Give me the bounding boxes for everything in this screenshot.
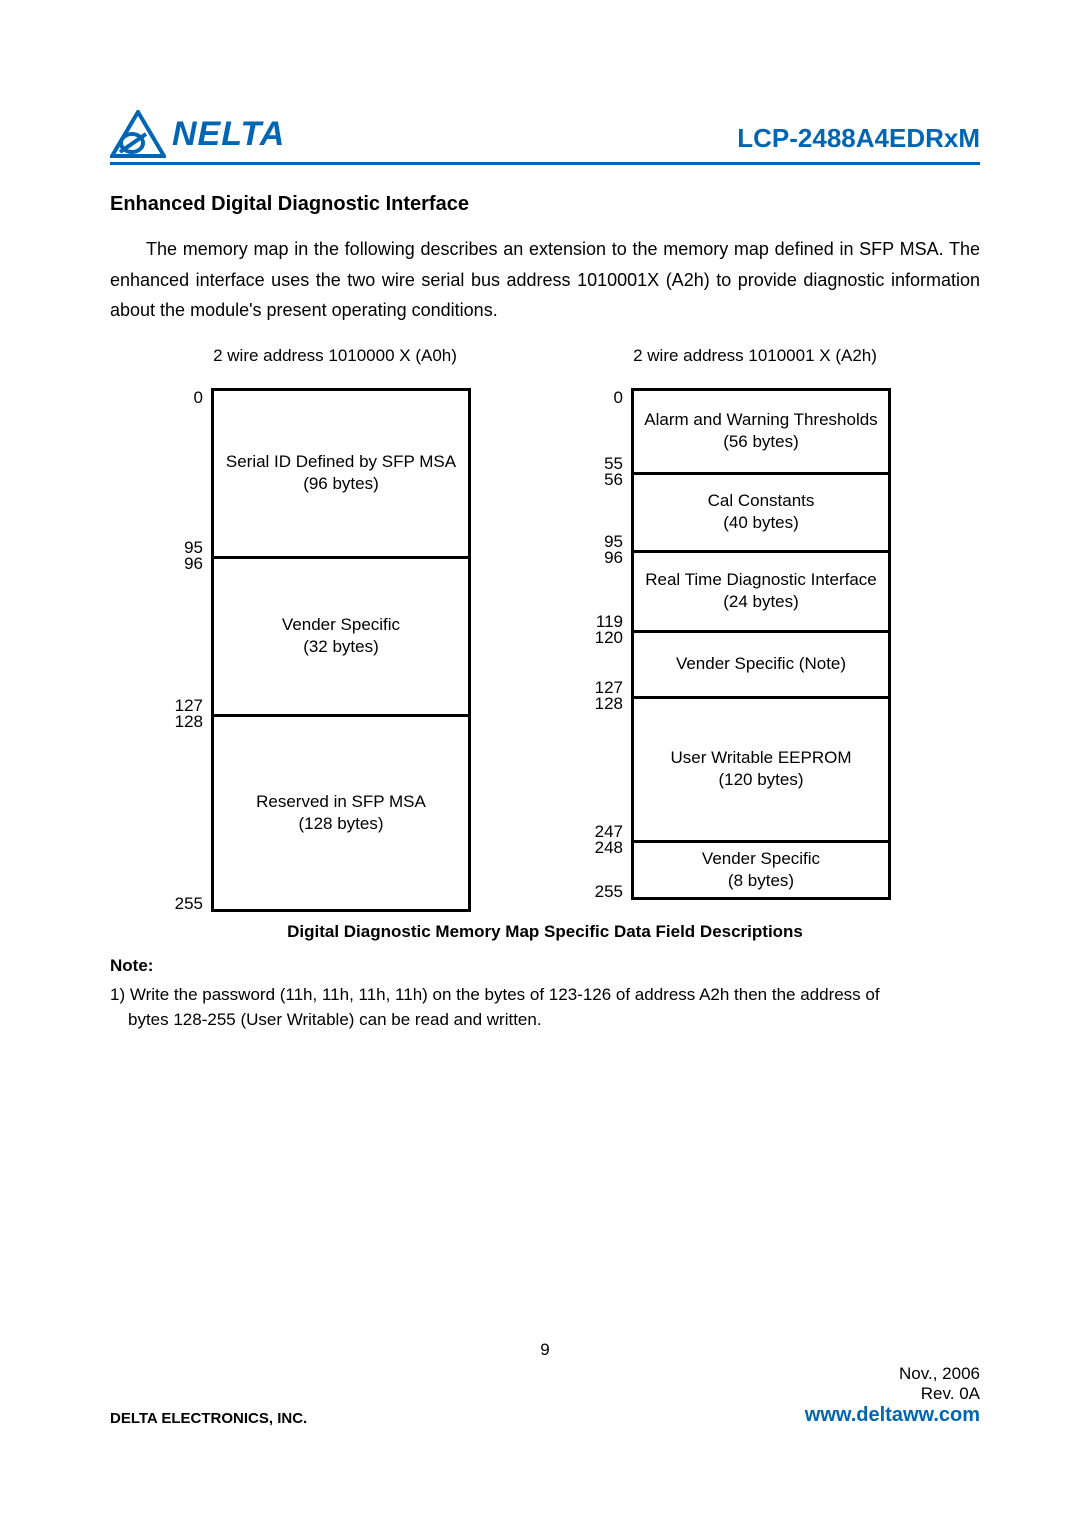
memory-block: Vender Specific (Note) xyxy=(631,630,891,696)
intro-paragraph: The memory map in the following describe… xyxy=(110,234,980,326)
logo: NELTA xyxy=(110,110,285,158)
right-column: 2 wire address 1010001 X (A2h) 055569596… xyxy=(575,346,935,912)
memory-block: Reserved in SFP MSA(128 bytes) xyxy=(211,714,471,912)
address-label: 0 xyxy=(614,388,623,408)
address-label: 128 xyxy=(595,694,623,714)
address-label: 56 xyxy=(604,470,623,490)
left-column: 2 wire address 1010000 X (A0h) 095961271… xyxy=(155,346,515,912)
address-label: 96 xyxy=(184,554,203,574)
memory-block: Cal Constants(40 bytes) xyxy=(631,472,891,550)
diagram-caption: Digital Diagnostic Memory Map Specific D… xyxy=(110,922,980,942)
right-boxes: Alarm and Warning Thresholds(56 bytes)Ca… xyxy=(631,388,891,900)
right-address-labels: 055569596119120127128247248255 xyxy=(575,388,631,900)
page-footer: 9 DELTA ELECTRONICS, INC. Nov., 2006 Rev… xyxy=(110,1340,980,1427)
left-boxes: Serial ID Defined by SFP MSA(96 bytes)Ve… xyxy=(211,388,471,912)
left-col-title: 2 wire address 1010000 X (A0h) xyxy=(155,346,515,370)
footer-company: DELTA ELECTRONICS, INC. xyxy=(110,1410,307,1427)
address-label: 255 xyxy=(595,882,623,902)
address-label: 120 xyxy=(595,628,623,648)
page-header: NELTA LCP-2488A4EDRxM xyxy=(110,110,980,165)
logo-text: NELTA xyxy=(172,115,285,154)
address-label: 248 xyxy=(595,838,623,858)
note-line-2: bytes 128-255 (User Writable) can be rea… xyxy=(110,1007,980,1033)
memory-block: Vender Specific(32 bytes) xyxy=(211,556,471,714)
delta-logo-icon xyxy=(110,110,166,158)
memory-map-diagram: 2 wire address 1010000 X (A0h) 095961271… xyxy=(135,346,955,912)
page-number: 9 xyxy=(110,1340,980,1360)
right-col-title: 2 wire address 1010001 X (A2h) xyxy=(575,346,935,370)
footer-url: www.deltaww.com xyxy=(805,1404,980,1427)
address-label: 255 xyxy=(175,894,203,914)
note-label: Note: xyxy=(110,956,980,976)
memory-block: Serial ID Defined by SFP MSA(96 bytes) xyxy=(211,388,471,556)
memory-block: Alarm and Warning Thresholds(56 bytes) xyxy=(631,388,891,472)
footer-rev: Rev. 0A xyxy=(805,1384,980,1404)
address-label: 128 xyxy=(175,712,203,732)
address-label: 0 xyxy=(194,388,203,408)
memory-block: Vender Specific(8 bytes) xyxy=(631,840,891,900)
note-text: 1) Write the password (11h, 11h, 11h, 11… xyxy=(110,982,980,1033)
section-title: Enhanced Digital Diagnostic Interface xyxy=(110,193,980,216)
memory-block: Real Time Diagnostic Interface(24 bytes) xyxy=(631,550,891,630)
note-line-1: 1) Write the password (11h, 11h, 11h, 11… xyxy=(110,985,880,1004)
address-label: 96 xyxy=(604,548,623,568)
left-address-labels: 09596127128255 xyxy=(155,388,211,912)
memory-block: User Writable EEPROM(120 bytes) xyxy=(631,696,891,840)
product-code: LCP-2488A4EDRxM xyxy=(737,123,980,158)
footer-date: Nov., 2006 xyxy=(805,1364,980,1384)
